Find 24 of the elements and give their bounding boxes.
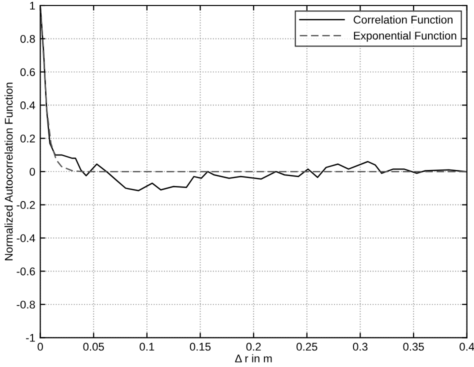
x-tick-label: 0.35 — [403, 342, 424, 351]
y-tick-label: 0.6 — [20, 68, 35, 76]
x-tick-label: 0 — [38, 342, 43, 351]
y-tick-label: 0.8 — [20, 34, 35, 43]
x-tick-label: 0.3 — [352, 342, 368, 351]
y-tick-label: -0.4 — [16, 234, 36, 242]
y-tick-label: 0.2 — [20, 134, 35, 142]
legend-label: Correlation Function — [354, 16, 452, 24]
y-tick-label: -0.6 — [16, 267, 35, 276]
x-tick-label: 0.1 — [140, 342, 154, 351]
x-tick-label: 0.25 — [296, 342, 318, 351]
y-tick-label: -1 — [26, 334, 35, 342]
y-axis-title: Normalized Autocorrelation Function — [4, 82, 13, 260]
y-tick-label: -0.8 — [16, 300, 35, 309]
y-tick-label: 0 — [30, 168, 35, 176]
legend-label: Exponential Function — [354, 31, 456, 42]
x-axis-title: Δ r in m — [235, 354, 272, 362]
x-tick-label: 0.05 — [83, 342, 104, 351]
y-tick-label: 1 — [30, 2, 35, 10]
y-tick-label: 0.4 — [20, 101, 36, 110]
x-tick-label: 0.15 — [190, 342, 211, 351]
x-tick-label: 0.4 — [460, 342, 474, 351]
y-tick-label: -0.2 — [16, 201, 35, 209]
x-tick-label: 0.2 — [246, 342, 261, 351]
